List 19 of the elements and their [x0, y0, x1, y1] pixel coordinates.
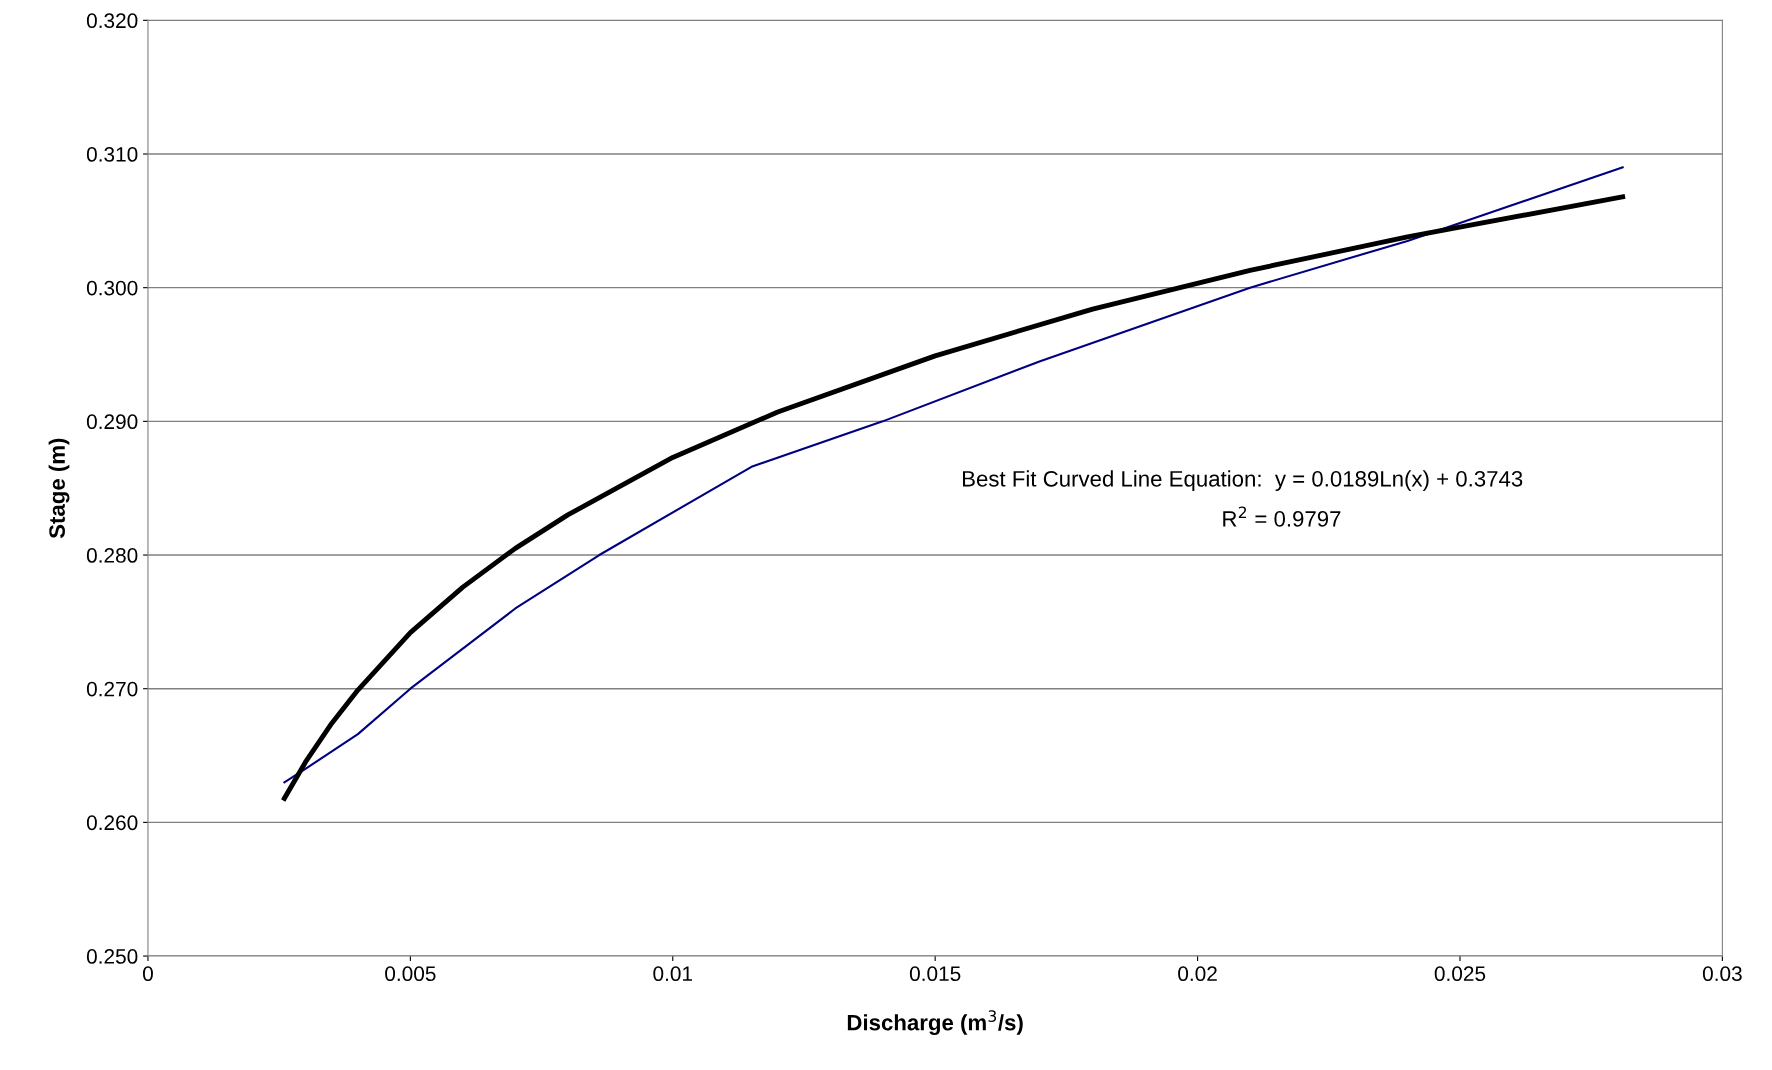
- x-tick-label: 0.03: [1702, 966, 1742, 982]
- x-tick-label: 0: [142, 966, 153, 982]
- x-tick-label: 0.02: [1178, 966, 1217, 982]
- y-axis-title: Stage (m): [48, 438, 70, 539]
- x-axis-title: Discharge (m$^{3}$/s): [847, 1010, 1023, 1035]
- y-tick-label: 0.300: [86, 280, 138, 296]
- y-tick-label: 0.320: [86, 13, 138, 29]
- x-tick-label: 0.015: [909, 966, 961, 982]
- y-tick-label: 0.270: [86, 681, 138, 697]
- y-tick-label: 0.310: [86, 147, 138, 162]
- x-tick-label: 0.005: [385, 966, 436, 982]
- x-tick-label: 0.01: [653, 966, 693, 982]
- annotation: Best Fit Curved Line Equation: y = 0.0189Ln(x) + 0.3743: [962, 470, 1523, 492]
- annotation: R$^{2}$ = 0.9797: [1223, 506, 1341, 527]
- x-tick-label: 0.025: [1434, 966, 1486, 982]
- y-tick-label: 0.260: [86, 815, 138, 831]
- y-tick-label: 0.250: [86, 949, 138, 964]
- y-tick-label: 0.280: [86, 548, 138, 563]
- y-tick-label: 0.290: [86, 414, 138, 430]
